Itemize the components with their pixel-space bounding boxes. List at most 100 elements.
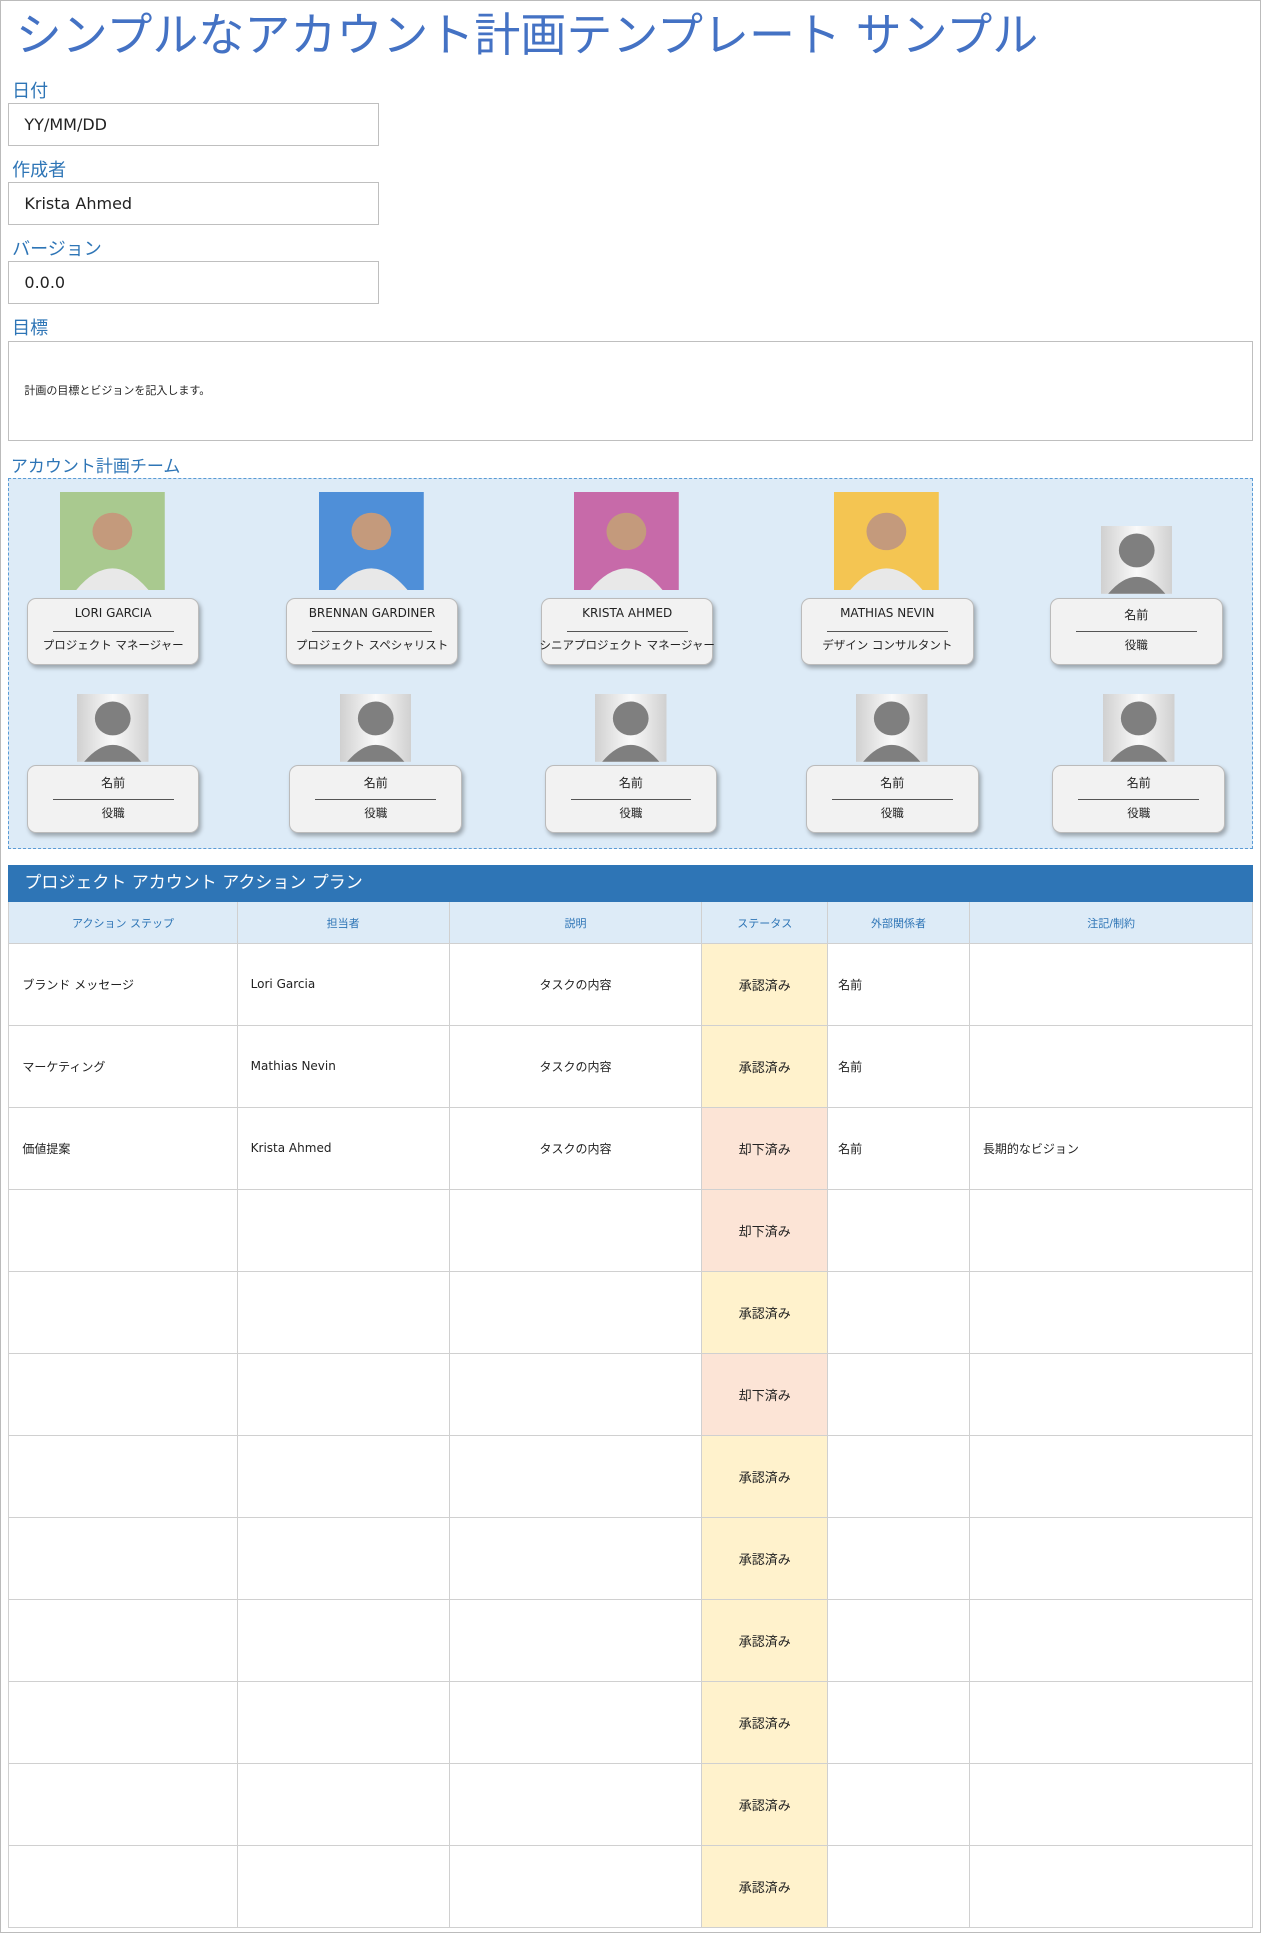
column-header: 注記/制約 <box>969 902 1254 944</box>
table-cell <box>449 1353 703 1436</box>
field-label: 作成者 <box>12 160 67 182</box>
table-cell <box>449 1435 703 1518</box>
table-cell: タスクの内容 <box>449 1025 703 1108</box>
table-cell <box>237 1517 450 1600</box>
status-cell: 承認済み <box>702 1435 829 1518</box>
table-cell <box>969 1845 1254 1928</box>
member-name: 名前 <box>1124 608 1149 623</box>
member-name: 名前 <box>618 775 643 790</box>
table-cell <box>237 1435 450 1518</box>
member-photo <box>319 491 424 591</box>
table-cell <box>237 1599 450 1682</box>
team-title: アカウント計画チーム <box>10 457 181 478</box>
table-cell <box>8 1353 238 1436</box>
table-cell <box>237 1353 450 1436</box>
table-cell: 名前 <box>828 1107 970 1190</box>
member-divider <box>52 798 174 800</box>
field-input: 0.0.0 <box>8 261 380 305</box>
table-cell <box>449 1599 703 1682</box>
table-cell <box>828 1599 970 1682</box>
member-role: 役職 <box>880 805 904 820</box>
field-label: バージョン <box>12 239 102 261</box>
table-cell <box>449 1517 703 1600</box>
status-cell: 承認済み <box>702 1845 829 1928</box>
member-role: デザイン コンサルタント <box>822 638 953 653</box>
table-cell <box>237 1763 450 1846</box>
member-divider <box>826 630 948 633</box>
member-name: 名前 <box>880 775 905 790</box>
table-cell <box>237 1189 450 1272</box>
table-cell <box>828 1681 970 1764</box>
status-cell: 承認済み <box>702 1763 829 1846</box>
table-cell <box>449 1763 703 1846</box>
table-cell <box>237 1845 450 1928</box>
table-cell <box>8 1435 238 1518</box>
table-cell <box>969 1189 1254 1272</box>
table-cell <box>828 1435 970 1518</box>
member-role: 役職 <box>1124 638 1148 653</box>
table-cell <box>237 1271 450 1354</box>
member-photo <box>574 491 679 591</box>
status-cell: 承認済み <box>702 1025 829 1108</box>
table-cell: タスクの内容 <box>449 1107 703 1190</box>
table-cell: 名前 <box>828 944 970 1026</box>
table-cell <box>969 1763 1254 1846</box>
table-cell <box>449 1845 703 1928</box>
status-cell: 承認済み <box>702 1517 829 1600</box>
member-photo <box>60 491 165 591</box>
member-divider <box>311 630 433 633</box>
member-role: 役職 <box>364 805 388 820</box>
status-cell: 承認済み <box>702 1271 829 1354</box>
field-label: 日付 <box>12 81 49 103</box>
table-cell <box>828 1353 970 1436</box>
table-cell: タスクの内容 <box>449 944 703 1026</box>
column-header: ステータス <box>702 902 829 944</box>
table-cell: 名前 <box>828 1025 970 1108</box>
table-cell <box>969 1353 1254 1436</box>
table-cell <box>828 1189 970 1272</box>
table-cell <box>237 1681 450 1764</box>
status-cell: 承認済み <box>702 944 829 1026</box>
member-divider <box>1075 630 1197 633</box>
goal-box: 計画の目標とビジョンを記入します。 <box>8 341 1254 442</box>
member-role: プロジェクト マネージャー <box>42 638 184 653</box>
table-cell: Krista Ahmed <box>237 1107 450 1190</box>
table-cell <box>969 1025 1254 1108</box>
member-avatar <box>856 693 928 762</box>
status-cell: 却下済み <box>702 1189 829 1272</box>
member-divider <box>1078 798 1200 800</box>
field-input: Krista Ahmed <box>8 182 380 226</box>
member-role: シニアプロジェクト マネージャー <box>539 638 715 653</box>
member-name: 名前 <box>101 775 126 790</box>
member-photo <box>834 491 940 591</box>
status-cell: 承認済み <box>702 1681 829 1764</box>
table-cell <box>8 1189 238 1272</box>
table-cell <box>449 1271 703 1354</box>
member-role: 役職 <box>1127 805 1151 820</box>
member-divider <box>566 630 688 633</box>
member-avatar <box>595 693 667 762</box>
table-cell <box>828 1763 970 1846</box>
table-cell <box>969 944 1254 1026</box>
column-header: 説明 <box>449 902 703 944</box>
table-cell: ブランド メッセージ <box>8 944 238 1026</box>
member-name: 名前 <box>363 775 388 790</box>
table-cell <box>8 1599 238 1682</box>
table-cell <box>8 1845 238 1928</box>
member-role: 役職 <box>101 805 125 820</box>
table-cell <box>828 1271 970 1354</box>
member-name: 名前 <box>1126 775 1151 790</box>
member-divider <box>570 798 692 800</box>
member-name: KRISTA AHMED <box>582 606 673 621</box>
title: シンプルなアカウント計画テンプレート サンプル <box>15 8 1039 63</box>
table-cell <box>8 1517 238 1600</box>
table-cell <box>828 1845 970 1928</box>
table-cell <box>8 1681 238 1764</box>
member-role: プロジェクト スペシャリスト <box>295 638 449 653</box>
member-avatar <box>1100 526 1173 594</box>
member-avatar <box>1103 693 1175 762</box>
table-cell <box>969 1681 1254 1764</box>
member-role: 役職 <box>619 805 643 820</box>
table-cell <box>8 1271 238 1354</box>
